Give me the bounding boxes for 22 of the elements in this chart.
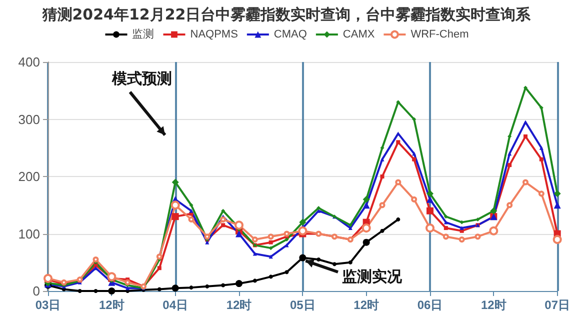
x-tick-label: 12时 <box>98 298 124 312</box>
y-tick-label: 0 <box>32 284 40 298</box>
x-tick-label: 12时 <box>354 298 380 312</box>
y-tick-label: 100 <box>18 226 40 242</box>
y-tick-label: 400 <box>18 54 40 70</box>
legend-label: NAQPMS <box>190 28 238 40</box>
annotation: 模式预测 <box>111 70 172 88</box>
chart-title: 猜测2024年12月22日台中雾霾指数实时查询，台中雾霾指数实时查询系 <box>41 6 532 24</box>
y-tick-label: 200 <box>18 169 40 184</box>
x-tick-label: 05日 <box>290 298 316 312</box>
legend-label: 监测 <box>132 28 154 40</box>
x-tick-label: 07日 <box>544 298 570 312</box>
legend-label: CMAQ <box>274 28 308 40</box>
legend-label: WRF-Chem <box>410 28 469 40</box>
y-tick-label: 300 <box>18 112 40 127</box>
x-tick-label: 12时 <box>480 298 506 312</box>
x-tick-label: 03日 <box>35 298 61 312</box>
legend-label: CAMX <box>342 28 376 40</box>
x-tick-label: 04日 <box>162 298 188 312</box>
x-tick-label: 12时 <box>226 298 252 312</box>
x-tick-label: 06日 <box>417 298 443 312</box>
annotation: 监测实况 <box>342 268 403 286</box>
